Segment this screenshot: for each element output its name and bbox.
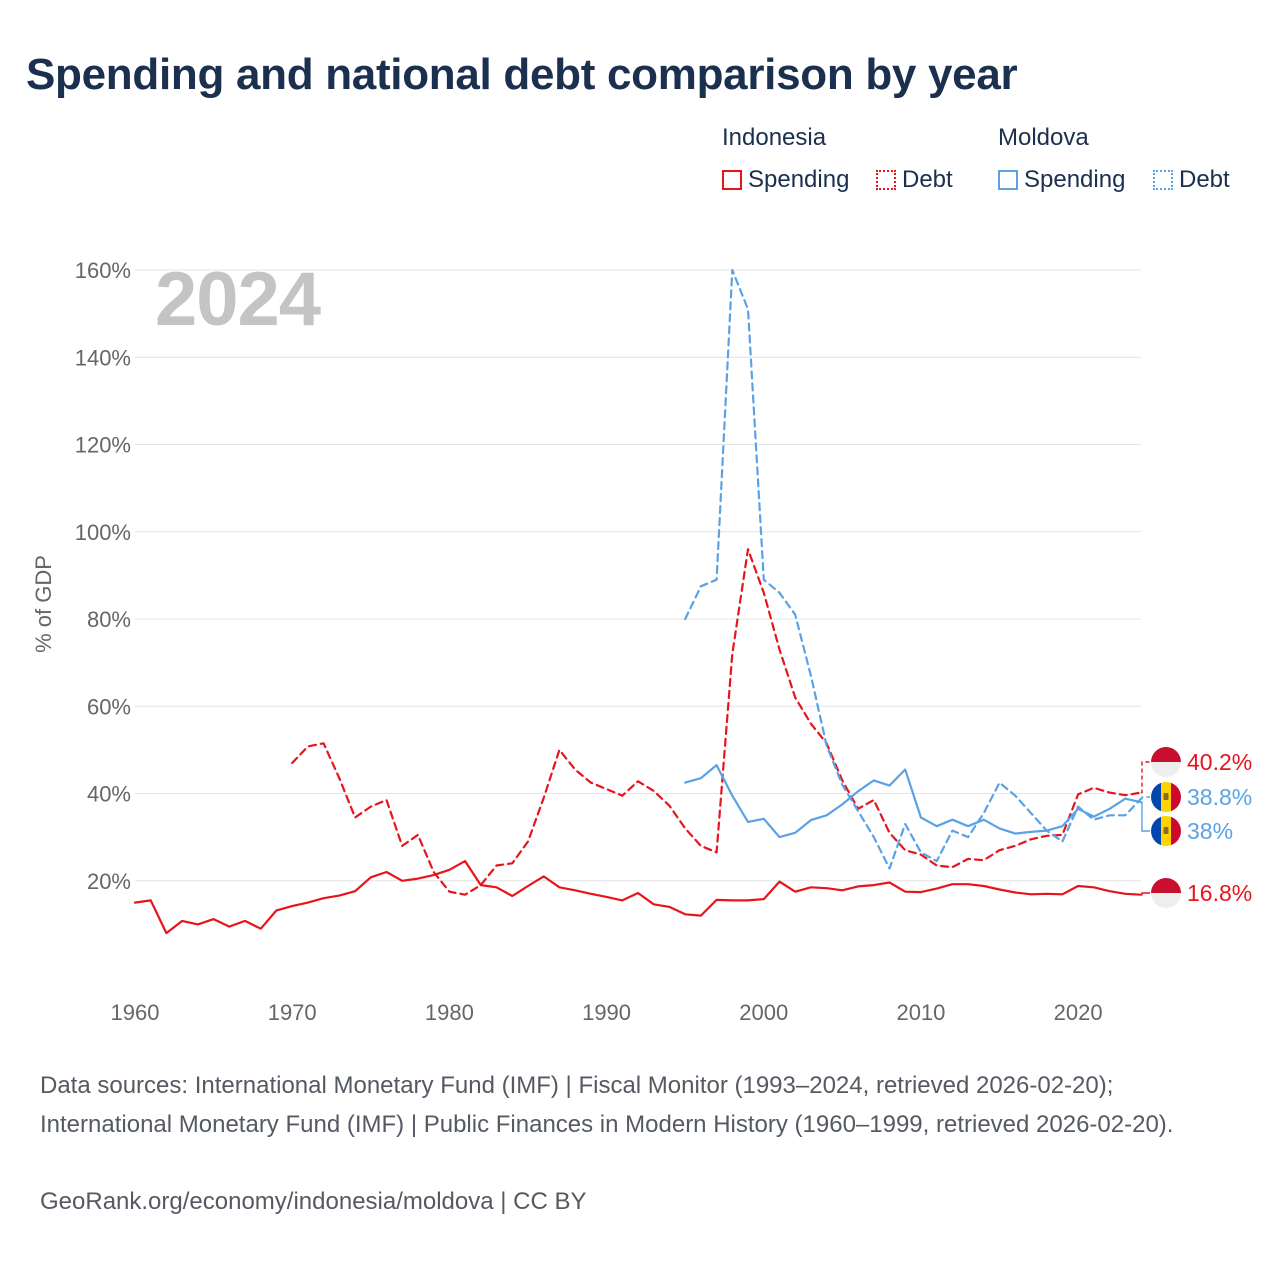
flag-blue-band <box>1151 816 1161 846</box>
x-tick-label: 2010 <box>896 1000 945 1025</box>
flag-emblem <box>1163 793 1169 800</box>
flag-blue-band <box>1151 782 1161 812</box>
legend-indonesia-debt-label: Debt <box>902 166 953 193</box>
end-value-label: 40.2% <box>1187 749 1252 775</box>
attribution-link[interactable]: GeoRank.org/economy/indonesia/moldova | … <box>40 1188 587 1215</box>
series-line-moldova-debt <box>684 268 1143 870</box>
series-line-indonesia-debt <box>291 548 1143 896</box>
year-watermark: 2024 <box>155 257 321 342</box>
x-tick-label: 1990 <box>582 1000 631 1025</box>
flag-white-band <box>1151 762 1181 777</box>
end-label-connector <box>1141 892 1150 896</box>
legend-indonesia-debt[interactable]: Debt <box>876 166 953 194</box>
moldova-flag-icon <box>1151 782 1181 812</box>
legend-indonesia-spending-label: Spending <box>748 166 850 193</box>
end-value-label: 38% <box>1187 818 1233 844</box>
end-label-connector <box>1141 801 1150 832</box>
line-chart: 20% 40% 60% 80% 100% 120% 140% 160% 1960 1970 1980… <box>75 258 1253 1025</box>
end-label-connector <box>1141 796 1150 800</box>
series-line-indonesia-spending <box>133 859 1143 935</box>
legend-moldova-debt[interactable]: Debt <box>1153 166 1230 194</box>
y-tick-label: 160% <box>75 258 131 283</box>
chart-title: Spending and national debt comparison by… <box>26 50 1018 99</box>
y-axis-label: % of GDP <box>31 555 56 653</box>
y-tick-label: 100% <box>75 520 131 545</box>
y-tick-label: 120% <box>75 433 131 458</box>
x-tick-label: 2000 <box>739 1000 788 1025</box>
legend-moldova-spending-label: Spending <box>1024 166 1126 193</box>
end-label-connector <box>1141 761 1150 794</box>
legend-moldova-heading: Moldova <box>998 124 1089 151</box>
moldova-flag-icon <box>1151 816 1181 846</box>
x-tick-label: 1970 <box>268 1000 317 1025</box>
x-tick-label: 1960 <box>111 1000 160 1025</box>
indonesia-flag-icon <box>1151 747 1181 777</box>
y-tick-label: 60% <box>87 694 131 719</box>
legend-moldova-debt-label: Debt <box>1179 166 1230 193</box>
flag-white-band <box>1151 893 1181 908</box>
x-tick-label: 2020 <box>1054 1000 1103 1025</box>
legend-indonesia-heading: Indonesia <box>722 124 827 151</box>
flag-red-band <box>1151 747 1181 762</box>
end-value-label: 38.8% <box>1187 784 1252 810</box>
data-sources-text: Data sources: International Monetary Fun… <box>40 1072 1174 1138</box>
flag-red-band <box>1171 782 1181 812</box>
flag-red-band <box>1151 878 1181 893</box>
legend-moldova-spending[interactable]: Spending <box>998 166 1125 194</box>
flag-emblem <box>1163 827 1169 834</box>
dashed-line-swatch-icon <box>876 170 896 190</box>
y-tick-label: 40% <box>87 782 131 807</box>
solid-line-swatch-icon <box>722 170 742 190</box>
flag-red-band <box>1171 816 1181 846</box>
indonesia-flag-icon <box>1151 878 1181 908</box>
y-tick-label: 80% <box>87 607 131 632</box>
series-line-moldova-spending <box>684 763 1143 839</box>
y-tick-label: 140% <box>75 345 131 370</box>
solid-line-swatch-icon <box>998 170 1018 190</box>
legend-indonesia-spending[interactable]: Spending <box>722 166 849 194</box>
dashed-line-swatch-icon <box>1153 170 1173 190</box>
x-tick-label: 1980 <box>425 1000 474 1025</box>
end-value-label: 16.8% <box>1187 880 1252 906</box>
y-tick-label: 20% <box>87 869 131 894</box>
